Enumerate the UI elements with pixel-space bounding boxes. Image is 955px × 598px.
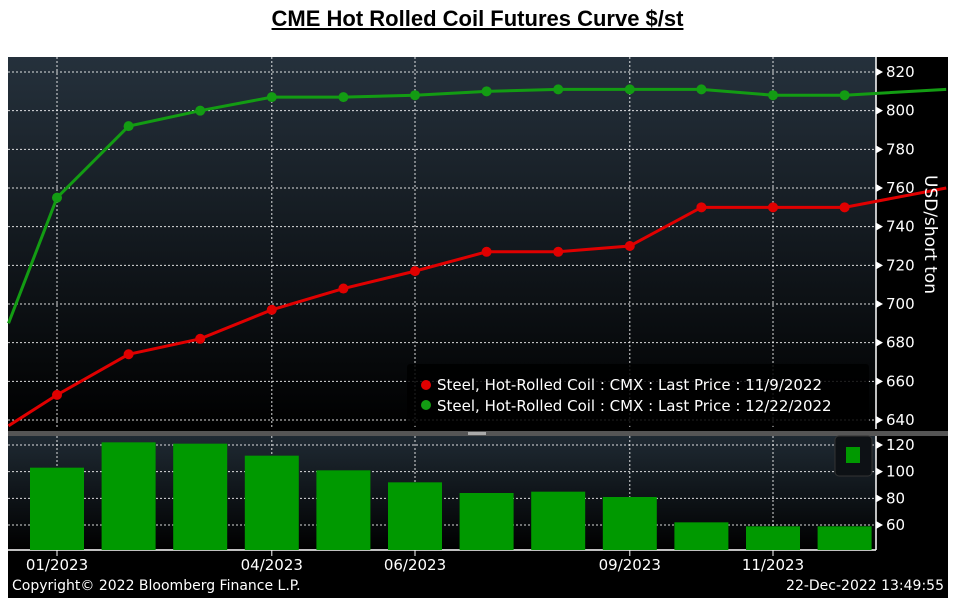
y-tick-label: 660 [886, 372, 915, 390]
chart-title: CME Hot Rolled Coil Futures Curve $/st [271, 6, 684, 31]
volume-y-tick-mark [876, 467, 883, 476]
series-point-1 [768, 202, 778, 213]
series-line-1 [7, 186, 947, 428]
volume-y-tick-label: 80 [886, 489, 905, 507]
volume-y-tick-label: 60 [886, 516, 905, 534]
x-tick-label: 06/2023 [384, 556, 446, 574]
y-tick-label: 740 [886, 218, 915, 236]
series-point-1 [839, 202, 850, 213]
volume-bar [674, 522, 729, 550]
series-point-2 [195, 105, 206, 116]
volume-bar [388, 482, 442, 550]
y-tick-mark [876, 338, 883, 347]
volume-bar [531, 491, 586, 550]
series-point-2 [839, 90, 850, 101]
splitter-handle-icon[interactable] [468, 432, 486, 435]
series-line-2 [7, 87, 947, 324]
y-tick-label: 700 [886, 295, 915, 313]
y-tick-mark [876, 377, 883, 386]
x-tick-label: 04/2023 [241, 556, 303, 574]
timestamp: 22-Dec-2022 13:49:55 [786, 578, 944, 594]
volume-legend-swatch [846, 447, 860, 463]
y-tick-label: 680 [886, 334, 915, 352]
series-point-1 [696, 202, 707, 213]
series-point-1 [481, 246, 492, 257]
y-tick-mark [876, 145, 883, 154]
series-point-2 [624, 84, 635, 95]
series-point-1 [624, 241, 635, 251]
y-tick-label: 820 [886, 63, 915, 81]
series-point-1 [338, 283, 349, 294]
y-tick-label: 720 [886, 256, 915, 274]
series-point-1 [266, 304, 277, 315]
series-point-2 [338, 92, 349, 103]
legend-box [407, 364, 869, 426]
series-point-1 [52, 389, 62, 400]
volume-y-tick-mark [876, 441, 883, 449]
volume-y-tick-label: 100 [886, 463, 915, 481]
series-point-2 [768, 90, 778, 101]
y-axis-label: USD/short ton [920, 175, 940, 294]
y-tick-label: 640 [886, 411, 915, 429]
volume-bar [30, 467, 84, 550]
y-tick-label: 800 [886, 102, 915, 120]
y-tick-mark [876, 222, 883, 231]
y-tick-label: 760 [886, 179, 915, 197]
volume-bar [746, 526, 800, 550]
x-tick-label: 11/2023 [742, 556, 804, 574]
volume-bar [173, 443, 228, 550]
volume-bar [602, 497, 657, 550]
volume-bar [316, 470, 371, 550]
x-tick-label: 09/2023 [599, 556, 661, 574]
volume-bar [459, 493, 514, 550]
copyright: Copyright© 2022 Bloomberg Finance L.P. [12, 578, 301, 594]
y-tick-mark [876, 106, 883, 115]
volume-y-tick-mark [876, 494, 883, 503]
series-point-2 [123, 121, 134, 132]
y-tick-mark [876, 261, 883, 270]
series-point-2 [696, 84, 707, 95]
x-tick-label: 01/2023 [26, 556, 88, 574]
y-tick-mark [876, 184, 883, 192]
series-point-1 [123, 349, 134, 360]
series-point-1 [195, 333, 206, 344]
series-point-1 [553, 246, 564, 257]
series-point-2 [266, 92, 277, 103]
legend-marker-green [421, 400, 431, 410]
y-tick-mark [876, 300, 883, 308]
series-point-2 [553, 84, 564, 95]
volume-bar [817, 526, 872, 550]
y-tick-mark [876, 416, 883, 424]
y-tick-label: 780 [886, 140, 915, 158]
legend-marker-red [421, 380, 431, 390]
legend-label-2: Steel, Hot-Rolled Coil : CMX : Last Pric… [437, 397, 832, 415]
volume-bar [244, 455, 299, 550]
volume-y-tick-mark [876, 521, 883, 529]
series-point-2 [481, 86, 492, 97]
volume-bar [101, 442, 156, 550]
legend-label-1: Steel, Hot-Rolled Coil : CMX : Last Pric… [437, 376, 822, 394]
series-point-1 [410, 266, 420, 277]
series-point-2 [410, 90, 420, 101]
series-point-2 [52, 192, 62, 203]
y-tick-mark [876, 68, 883, 76]
volume-y-tick-label: 120 [886, 436, 915, 454]
